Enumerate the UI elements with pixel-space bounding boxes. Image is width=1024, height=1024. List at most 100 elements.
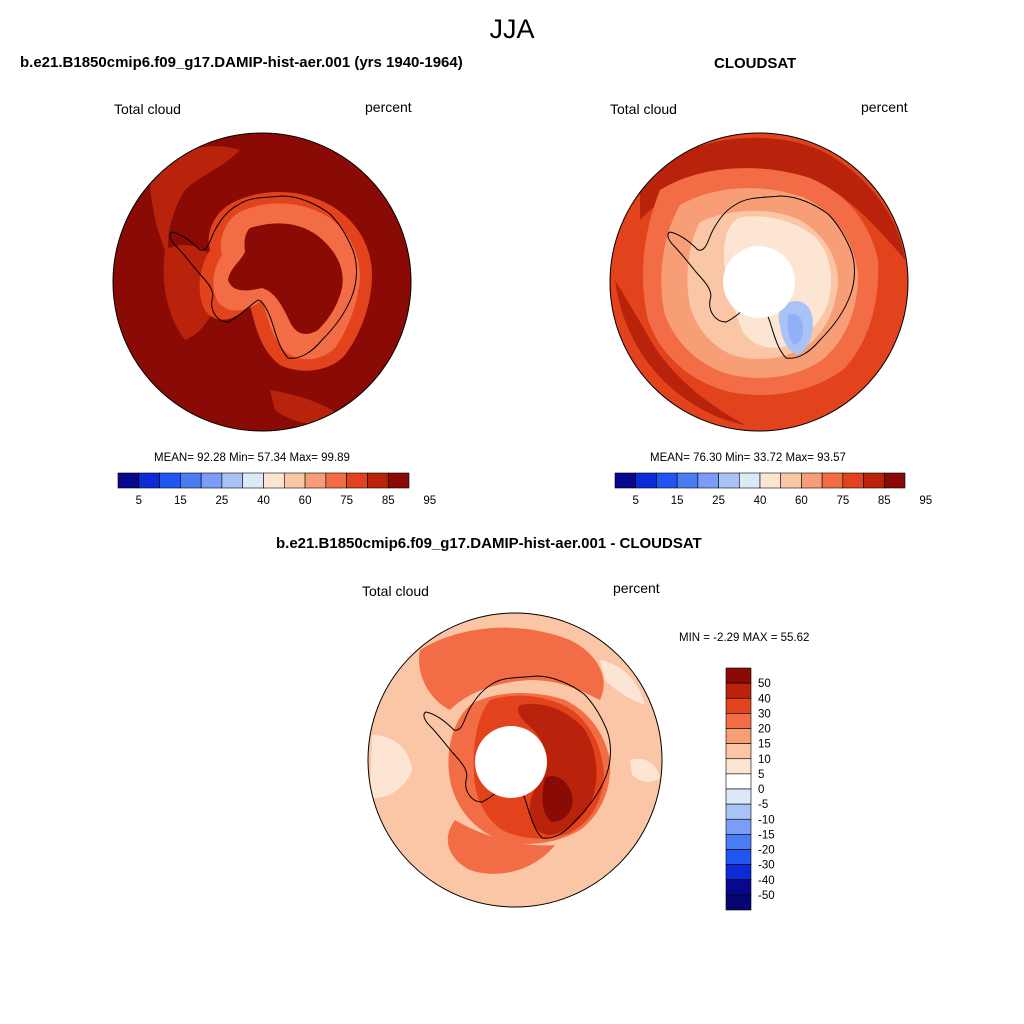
colorbar-box [759, 472, 782, 489]
colorbar-box [325, 472, 347, 489]
panel1-field-patch [150, 146, 240, 262]
panel1-map-border [112, 132, 412, 432]
panel1-stats: MEAN= 92.28 Min= 57.34 Max= 99.89 [154, 452, 350, 464]
colorbar-box [180, 472, 202, 489]
colorbar-tick-label: 40 [754, 495, 767, 507]
colorbar-tick-label: 15 [174, 495, 187, 507]
colorbar-box [863, 472, 885, 489]
colorbar-tick-label: 85 [382, 495, 395, 507]
colorbar-tick-label: 15 [671, 495, 684, 507]
colorbar-box [656, 472, 678, 489]
panel1-interior [228, 223, 343, 334]
colorbar-tick-label: 95 [423, 495, 436, 507]
panel3-polar-gap [475, 726, 547, 798]
colorbar-box [801, 472, 823, 489]
colorbar-box [346, 472, 368, 489]
colorbar-tick-label: 40 [257, 495, 270, 507]
colorbar-box [725, 803, 752, 820]
colorbar-box [159, 472, 181, 489]
colorbar-tick-label: 10 [758, 754, 771, 766]
panel1-title: b.e21.B1850cmip6.f09_g17.DAMIP-hist-aer.… [20, 54, 463, 71]
colorbar-tick-label: -50 [758, 890, 775, 902]
panel3-peak-region [517, 703, 597, 835]
panel1-variable-label: Total cloud [114, 101, 181, 117]
colorbar-box [725, 743, 752, 760]
colorbar-tick-label: -30 [758, 860, 775, 872]
panel2-units-label: percent [861, 99, 908, 115]
colorbar-box [725, 682, 752, 699]
panel2-polar-gap [723, 246, 795, 318]
colorbar-tick-label: -40 [758, 875, 775, 887]
colorbar-tick-label: 40 [758, 693, 771, 705]
panel3-field-patch [630, 758, 660, 782]
colorbar-box [697, 472, 719, 489]
panel3-map-border [367, 612, 663, 908]
colorbar-box [725, 849, 752, 865]
panel2-map-border [609, 132, 909, 432]
colorbar-box [842, 472, 864, 489]
colorbar-box [304, 472, 327, 489]
colorbar-box [200, 472, 223, 489]
colorbar-box [738, 472, 761, 489]
colorbar-box [725, 894, 752, 911]
season-title: JJA [489, 14, 535, 44]
colorbar-box [725, 713, 752, 729]
colorbar-box [725, 728, 752, 744]
colorbar-tick-label: 0 [758, 784, 764, 796]
colorbar-tick-label: 60 [795, 495, 808, 507]
colorbar-box [725, 834, 752, 850]
colorbar-box [117, 472, 140, 489]
colorbar-tick-label: 75 [836, 495, 849, 507]
colorbar-box [821, 472, 844, 489]
colorbar-box [676, 472, 699, 489]
colorbar-tick-label: 95 [919, 495, 932, 507]
colorbar-tick-label: 30 [758, 708, 771, 720]
colorbar-tick-label: 20 [758, 724, 771, 736]
panel3-field-patch [370, 735, 412, 799]
panel3-field-band [419, 627, 604, 710]
panel1-colorbar: 5 15 25 40 60 75 85 95 [117, 472, 436, 507]
colorbar-tick-label: 25 [216, 495, 229, 507]
panel1-map [113, 133, 411, 431]
colorbar-tick-label: 85 [878, 495, 891, 507]
colorbar-box [138, 472, 160, 489]
panel2-variable-label: Total cloud [610, 101, 677, 117]
colorbar-tick-label: 5 [136, 495, 142, 507]
colorbar-tick-label: -20 [758, 845, 775, 857]
panel1-units-label: percent [365, 99, 412, 115]
panel3-stats: MIN = -2.29 MAX = 55.62 [679, 632, 810, 644]
colorbar-box [883, 472, 906, 489]
colorbar-tick-label: 25 [712, 495, 725, 507]
colorbar-tick-label: 5 [633, 495, 639, 507]
panel3-field-patch [600, 660, 645, 705]
panel2-field-patch [615, 280, 745, 425]
panel2-stats: MEAN= 76.30 Min= 33.72 Max= 93.57 [650, 452, 846, 464]
panel3-variable-label: Total cloud [362, 583, 429, 599]
panel3-field-band [447, 820, 555, 874]
colorbar-box [725, 697, 752, 714]
colorbar-tick-label: 60 [299, 495, 312, 507]
colorbar-box [780, 472, 802, 489]
colorbar-box [725, 773, 752, 790]
colorbar-box [614, 472, 637, 489]
colorbar-box [725, 667, 752, 684]
panel2-outer-ring [640, 137, 905, 260]
colorbar-tick-label: 5 [758, 769, 764, 781]
panel3-peak-region [542, 775, 573, 822]
colorbar-tick-label: -5 [758, 799, 768, 811]
colorbar-box [725, 864, 752, 881]
colorbar-box [367, 472, 389, 489]
colorbar-box [725, 758, 752, 775]
panel2-colorbar: 5 15 25 40 60 75 85 95 [614, 472, 932, 507]
colorbar-box [387, 472, 410, 489]
colorbar-tick-label: 15 [758, 739, 771, 751]
colorbar-box [725, 818, 752, 835]
panel3-units-label: percent [613, 580, 660, 596]
panel3-title: b.e21.B1850cmip6.f09_g17.DAMIP-hist-aer.… [276, 535, 702, 552]
colorbar-box [718, 472, 740, 489]
panel2-low-cloud-region [787, 314, 804, 345]
colorbar-box [725, 788, 752, 805]
colorbar-box [725, 879, 752, 896]
colorbar-tick-label: 75 [340, 495, 353, 507]
